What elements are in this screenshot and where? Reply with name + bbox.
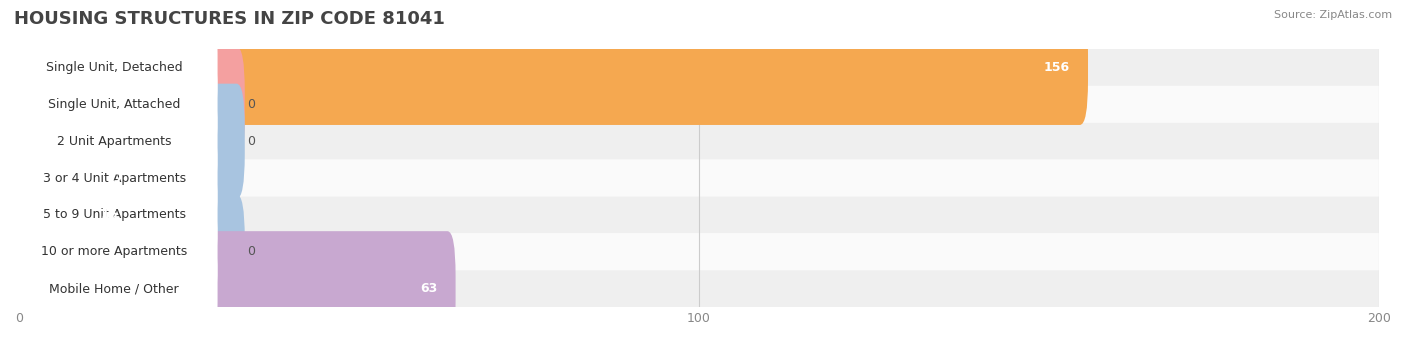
Text: 0: 0 (247, 135, 254, 148)
FancyBboxPatch shape (11, 47, 245, 162)
Text: Source: ZipAtlas.com: Source: ZipAtlas.com (1274, 10, 1392, 20)
FancyBboxPatch shape (20, 270, 1379, 307)
FancyBboxPatch shape (11, 157, 136, 272)
Text: Mobile Home / Other: Mobile Home / Other (49, 282, 179, 295)
FancyBboxPatch shape (20, 233, 1379, 270)
Text: Single Unit, Detached: Single Unit, Detached (46, 61, 183, 74)
FancyBboxPatch shape (11, 84, 245, 199)
FancyBboxPatch shape (20, 123, 1379, 160)
FancyBboxPatch shape (11, 10, 1088, 125)
Text: 0: 0 (247, 245, 254, 258)
FancyBboxPatch shape (20, 49, 1379, 86)
Text: 10 or more Apartments: 10 or more Apartments (41, 245, 187, 258)
Text: 63: 63 (420, 282, 437, 295)
FancyBboxPatch shape (11, 231, 456, 340)
Text: 16: 16 (100, 208, 118, 221)
FancyBboxPatch shape (11, 121, 143, 236)
Text: Single Unit, Attached: Single Unit, Attached (48, 98, 180, 111)
FancyBboxPatch shape (11, 10, 218, 125)
FancyBboxPatch shape (11, 47, 218, 162)
Text: 5 to 9 Unit Apartments: 5 to 9 Unit Apartments (42, 208, 186, 221)
FancyBboxPatch shape (20, 86, 1379, 123)
Text: 2 Unit Apartments: 2 Unit Apartments (58, 135, 172, 148)
FancyBboxPatch shape (11, 121, 218, 236)
Text: 0: 0 (247, 98, 254, 111)
FancyBboxPatch shape (11, 194, 245, 309)
FancyBboxPatch shape (11, 194, 218, 309)
Text: 17: 17 (107, 172, 124, 185)
FancyBboxPatch shape (11, 231, 218, 340)
Text: 3 or 4 Unit Apartments: 3 or 4 Unit Apartments (42, 172, 186, 185)
FancyBboxPatch shape (20, 160, 1379, 197)
FancyBboxPatch shape (20, 197, 1379, 233)
Text: HOUSING STRUCTURES IN ZIP CODE 81041: HOUSING STRUCTURES IN ZIP CODE 81041 (14, 10, 444, 28)
Text: 156: 156 (1043, 61, 1070, 74)
FancyBboxPatch shape (11, 157, 218, 272)
FancyBboxPatch shape (11, 84, 218, 199)
